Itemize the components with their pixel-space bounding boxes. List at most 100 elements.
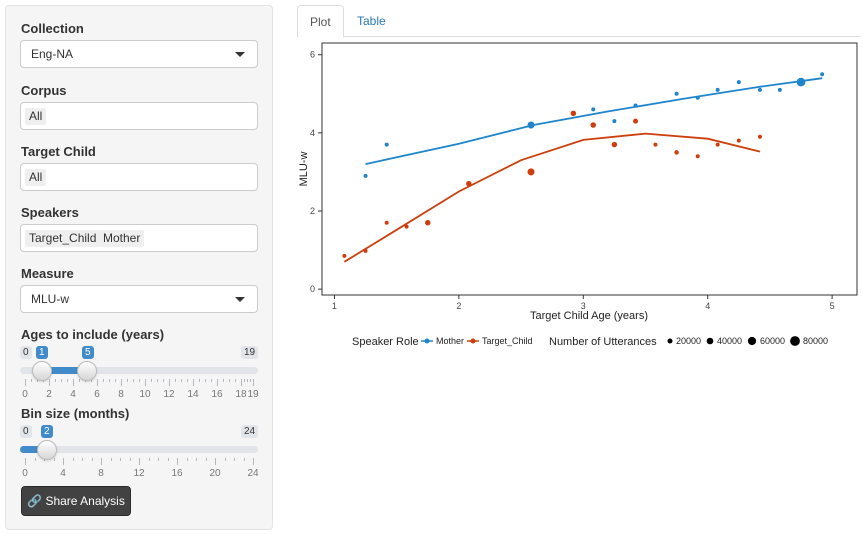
bin-handle[interactable] — [37, 440, 57, 460]
ages-range-bar — [42, 367, 87, 374]
speakers-input[interactable]: Target_Child Mother — [20, 224, 258, 252]
measure-select[interactable]: MLU-w — [20, 285, 258, 313]
trend-line-mother — [365, 77, 823, 165]
bin-tick — [101, 458, 102, 465]
ages-minor-tick — [199, 379, 200, 382]
ages-tick — [241, 379, 242, 386]
legend-size-label-60000: 60000 — [760, 336, 785, 346]
ages-tick-label: 0 — [22, 389, 28, 400]
bin-minor-tick — [82, 458, 83, 461]
point-mother — [591, 107, 596, 112]
ages-tick-label: 2 — [46, 389, 52, 400]
bin-slider[interactable]: 0 24 2 0 4 8 12 16 20 24 — [20, 425, 260, 485]
ages-minor-tick — [181, 379, 182, 382]
point-mother — [363, 173, 368, 178]
bin-tick-label: 4 — [60, 468, 66, 479]
bin-tick — [63, 458, 64, 465]
ages-minor-tick — [91, 379, 92, 382]
x-tick-label: 1 — [332, 301, 337, 311]
ages-tick-label: 6 — [94, 389, 100, 400]
speaker-chip-mother[interactable]: Mother — [99, 230, 145, 247]
ages-tick — [49, 379, 50, 386]
x-tick-label: 4 — [705, 301, 710, 311]
ages-tick-label: 18 — [235, 389, 247, 400]
ages-minor-tick — [235, 379, 236, 382]
bin-minor-tick — [120, 458, 121, 461]
ages-track[interactable] — [20, 367, 258, 374]
corpus-label: Corpus — [21, 83, 67, 98]
tab-bar: Plot Table — [297, 5, 861, 38]
corpus-input[interactable]: All — [20, 102, 258, 130]
ages-minor-tick — [175, 379, 176, 382]
collection-label: Collection — [21, 21, 84, 36]
ages-tick — [145, 379, 146, 386]
ages-minor-tick — [37, 379, 38, 382]
corpus-chip[interactable]: All — [25, 108, 47, 125]
point-target-child — [425, 219, 431, 226]
plot-panel — [321, 42, 858, 296]
point-target-child — [611, 141, 618, 148]
bin-tick-label: 8 — [98, 468, 104, 479]
ages-minor-tick — [211, 379, 212, 382]
bin-tick — [139, 458, 140, 465]
caret-down-icon — [235, 297, 245, 302]
bin-tick-label: 12 — [133, 468, 145, 479]
point-mother — [674, 91, 679, 96]
point-mother — [736, 80, 741, 85]
target-child-input[interactable]: All — [20, 163, 258, 191]
bin-minor-tick — [186, 458, 188, 461]
ages-minor-tick — [187, 379, 188, 382]
bin-track[interactable] — [20, 446, 258, 453]
tab-table[interactable]: Table — [357, 14, 386, 28]
point-target-child — [527, 168, 535, 176]
speaker-chip-target-child[interactable]: Target_Child — [25, 230, 101, 247]
x-tick-label: 3 — [581, 301, 586, 311]
point-mother — [633, 103, 638, 108]
legend: Speaker Role Mother Target_Child Number … — [352, 336, 828, 348]
sidebar-panel: Collection Eng-NA Corpus All Target Chil… — [5, 5, 273, 530]
ages-minor-tick — [223, 379, 224, 382]
ages-minor-tick — [61, 379, 62, 382]
y-axis-label: MLU-w — [298, 152, 310, 187]
bin-tick-label: 20 — [209, 468, 221, 479]
ages-tick — [25, 379, 26, 386]
point-mother — [715, 87, 720, 92]
ages-slider[interactable]: 0 19 1 5 0 2 4 6 8 10 12 14 16 18 19 — [20, 346, 260, 406]
ages-tick — [73, 379, 74, 386]
legend-mother-label: Mother — [436, 336, 464, 346]
ages-min-label: 0 — [20, 346, 32, 359]
bin-minor-tick — [129, 458, 131, 461]
bin-tick — [253, 458, 254, 465]
legend-size-dot-80000 — [790, 336, 800, 346]
ages-minor-tick — [229, 379, 230, 382]
point-target-child — [653, 142, 658, 147]
point-mother — [384, 142, 389, 147]
bin-minor-tick — [34, 458, 36, 461]
ages-minor-tick — [109, 379, 110, 382]
point-target-child — [384, 220, 389, 225]
bin-minor-tick — [91, 458, 93, 461]
bin-minor-tick — [72, 458, 74, 461]
point-mother — [612, 119, 617, 124]
ages-label: Ages to include (years) — [21, 327, 165, 342]
ages-to-handle[interactable] — [77, 361, 97, 381]
ages-minor-tick — [205, 379, 206, 382]
point-mother — [527, 121, 535, 129]
ages-tick — [121, 379, 122, 386]
collection-select[interactable]: Eng-NA — [20, 40, 258, 68]
caret-down-icon — [235, 52, 245, 57]
ages-tick — [217, 379, 218, 386]
ages-minor-tick — [79, 379, 80, 382]
ages-minor-tick — [133, 379, 134, 382]
ages-minor-tick — [157, 379, 158, 382]
ages-minor-tick — [31, 379, 32, 382]
bin-minor-tick — [234, 458, 235, 461]
target-child-chip[interactable]: All — [25, 169, 47, 186]
point-target-child — [363, 248, 368, 253]
tab-plot[interactable]: Plot — [297, 5, 344, 38]
bin-minor-tick — [224, 458, 226, 461]
y-tick-label: 4 — [310, 128, 315, 138]
share-analysis-button[interactable]: 🔗 Share Analysis — [21, 486, 131, 516]
ages-from-handle[interactable] — [32, 361, 52, 381]
ages-tick — [97, 379, 98, 386]
